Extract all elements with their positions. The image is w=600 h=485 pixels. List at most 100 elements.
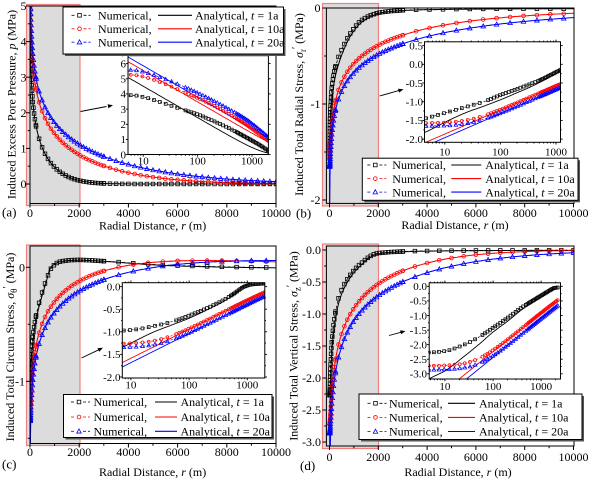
svg-text:Numerical,: Numerical,: [392, 185, 446, 199]
svg-text:-1.0: -1.0: [406, 97, 424, 109]
svg-text:100: 100: [189, 156, 206, 168]
svg-text:Analytical, t = 10a: Analytical, t = 10a: [181, 410, 271, 424]
svg-text:-1: -1: [15, 374, 25, 388]
svg-text:Induced Excess Pore Pressure,: Induced Excess Pore Pressure, p (MPa): [5, 10, 19, 199]
svg-text:Analytical, t = 1a: Analytical, t = 1a: [195, 9, 279, 23]
svg-text:-2.0: -2.0: [103, 372, 121, 384]
svg-text:1000: 1000: [236, 379, 259, 391]
svg-text:Induced Total Circum Stress, σ: Induced Total Circum Stress, σθ′ (MPa): [2, 253, 19, 442]
svg-text:1: 1: [21, 142, 27, 156]
svg-text:-2.0: -2.0: [302, 371, 321, 385]
svg-text:(d): (d): [300, 458, 315, 473]
svg-text:8000: 8000: [513, 206, 537, 220]
svg-text:5: 5: [121, 74, 127, 86]
svg-text:3: 3: [21, 70, 27, 84]
svg-text:4: 4: [21, 35, 27, 49]
svg-text:0: 0: [19, 260, 25, 274]
svg-text:-2: -2: [311, 193, 321, 207]
svg-text:Analytical, t = 20a: Analytical, t = 20a: [181, 425, 271, 439]
svg-text:2000: 2000: [67, 206, 91, 220]
svg-text:10: 10: [138, 156, 150, 168]
svg-text:Radial Distance, r (m): Radial Distance, r (m): [401, 218, 508, 232]
svg-text:Numerical,: Numerical,: [94, 395, 148, 409]
svg-text:8000: 8000: [513, 450, 537, 464]
svg-text:Radial Distance, r (m): Radial Distance, r (m): [404, 465, 511, 479]
svg-text:5: 5: [21, 0, 27, 13]
svg-text:1000: 1000: [530, 381, 553, 393]
svg-text:Numerical,: Numerical,: [98, 35, 152, 49]
svg-text:-0.5: -0.5: [302, 275, 321, 289]
svg-text:Numerical,: Numerical,: [98, 22, 152, 36]
svg-text:-1.5: -1.5: [410, 325, 428, 337]
svg-text:Analytical, t = 10a: Analytical, t = 10a: [485, 172, 575, 186]
svg-text:10000: 10000: [559, 206, 589, 220]
svg-text:Numerical,: Numerical,: [392, 172, 446, 186]
svg-text:0.0: 0.0: [409, 59, 423, 71]
svg-text:6000: 6000: [464, 206, 488, 220]
svg-text:4000: 4000: [116, 206, 140, 220]
svg-text:2: 2: [121, 119, 127, 131]
svg-text:0.0: 0.0: [107, 281, 121, 293]
svg-text:Numerical,: Numerical,: [389, 425, 443, 439]
svg-text:-3.0: -3.0: [302, 435, 321, 449]
svg-text:10: 10: [439, 146, 451, 158]
svg-text:Numerical,: Numerical,: [389, 411, 443, 425]
svg-text:Numerical,: Numerical,: [94, 425, 148, 439]
svg-text:0.5: 0.5: [409, 40, 423, 52]
svg-text:2000: 2000: [366, 206, 390, 220]
svg-text:Numerical,: Numerical,: [389, 397, 443, 411]
svg-text:100: 100: [492, 146, 509, 158]
svg-text:-1.0: -1.0: [302, 307, 321, 321]
svg-text:-2.5: -2.5: [302, 403, 321, 417]
svg-text:-2.0: -2.0: [410, 339, 428, 351]
svg-text:6000: 6000: [464, 450, 488, 464]
svg-text:100: 100: [181, 379, 198, 391]
svg-text:100: 100: [485, 381, 502, 393]
svg-text:Analytical, t = 10a: Analytical, t = 10a: [479, 411, 569, 425]
svg-text:-1.5: -1.5: [406, 115, 424, 127]
svg-text:0: 0: [121, 149, 127, 161]
svg-text:2000: 2000: [67, 445, 91, 459]
svg-text:8000: 8000: [215, 445, 239, 459]
svg-text:10000: 10000: [559, 450, 589, 464]
svg-text:-2.0: -2.0: [406, 134, 424, 146]
svg-text:8000: 8000: [215, 206, 239, 220]
svg-text:1000: 1000: [545, 146, 568, 158]
svg-text:4: 4: [121, 89, 127, 101]
svg-text:4000: 4000: [415, 450, 439, 464]
svg-text:0: 0: [315, 1, 321, 15]
svg-text:Analytical, t = 1a: Analytical, t = 1a: [479, 397, 563, 411]
svg-text:(a): (a): [2, 205, 16, 220]
svg-text:Analytical, t = 1a: Analytical, t = 1a: [485, 158, 569, 172]
svg-text:2: 2: [21, 106, 27, 120]
svg-text:10000: 10000: [261, 445, 291, 459]
svg-text:Radial Distance, r (m): Radial Distance, r (m): [99, 465, 206, 479]
svg-text:-0.5: -0.5: [406, 78, 424, 90]
svg-text:-1.5: -1.5: [103, 349, 121, 361]
svg-text:4000: 4000: [415, 206, 439, 220]
svg-text:Analytical, t = 1a: Analytical, t = 1a: [181, 395, 265, 409]
svg-text:Analytical, t = 20a: Analytical, t = 20a: [195, 35, 285, 49]
svg-text:-1: -1: [311, 97, 321, 111]
svg-text:4000: 4000: [116, 445, 140, 459]
svg-text:Numerical,: Numerical,: [392, 158, 446, 172]
svg-text:-1.0: -1.0: [410, 310, 428, 322]
svg-text:0.0: 0.0: [413, 281, 427, 293]
svg-text:0: 0: [327, 206, 333, 220]
svg-text:-0.5: -0.5: [103, 304, 121, 316]
svg-text:10: 10: [439, 381, 451, 393]
svg-text:Numerical,: Numerical,: [98, 9, 152, 23]
svg-text:6: 6: [121, 58, 127, 70]
svg-text:Analytical, t = 10a: Analytical, t = 10a: [195, 22, 285, 36]
svg-text:6000: 6000: [166, 445, 190, 459]
svg-text:0: 0: [27, 445, 33, 459]
svg-text:(c): (c): [2, 457, 16, 472]
svg-text:Analytical, t = 20a: Analytical, t = 20a: [479, 425, 569, 439]
svg-text:Numerical,: Numerical,: [94, 410, 148, 424]
svg-text:1: 1: [121, 134, 127, 146]
svg-text:-1.5: -1.5: [302, 339, 321, 353]
svg-text:6000: 6000: [166, 206, 190, 220]
svg-text:3: 3: [121, 104, 127, 116]
svg-text:-0.5: -0.5: [410, 296, 428, 308]
svg-text:Radial Distance, r (m): Radial Distance, r (m): [99, 218, 206, 232]
